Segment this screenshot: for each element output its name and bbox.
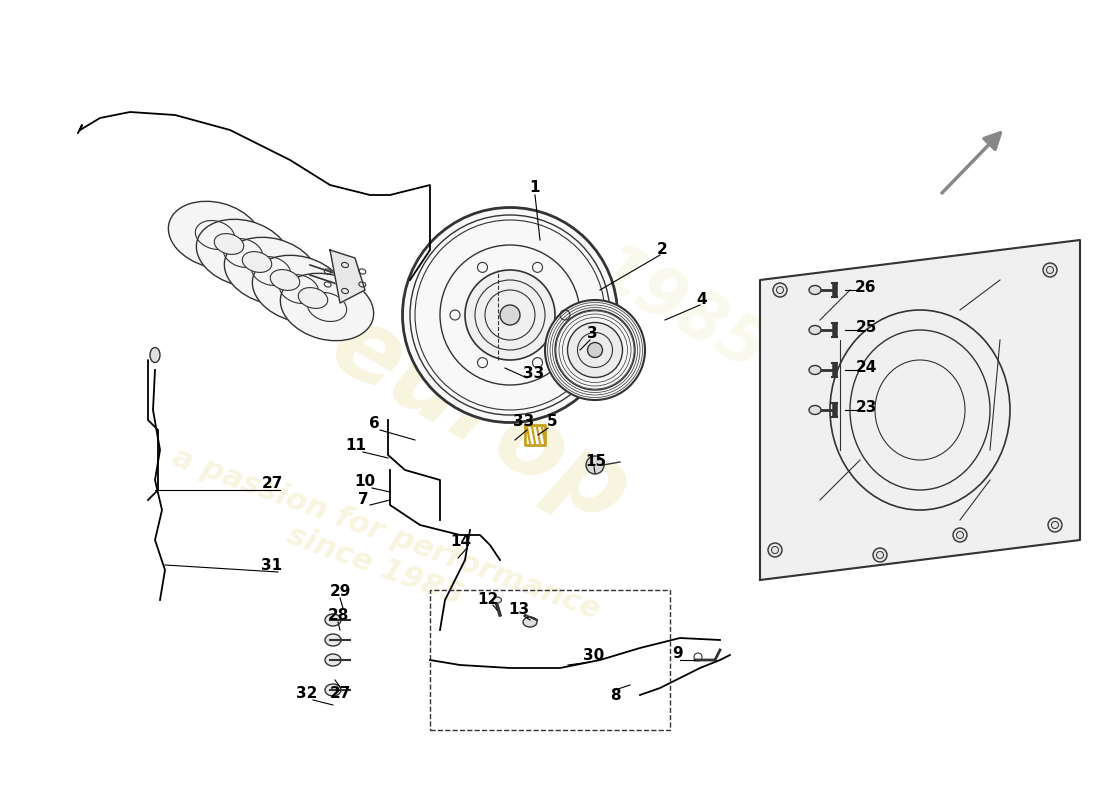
- Ellipse shape: [544, 300, 645, 400]
- Ellipse shape: [280, 274, 374, 341]
- Ellipse shape: [214, 234, 244, 254]
- Text: 13: 13: [508, 602, 529, 618]
- Ellipse shape: [953, 528, 967, 542]
- Text: 8: 8: [609, 689, 620, 703]
- Ellipse shape: [252, 255, 345, 322]
- Polygon shape: [760, 240, 1080, 580]
- Text: 5: 5: [547, 414, 558, 430]
- Ellipse shape: [324, 654, 341, 666]
- Text: 2: 2: [657, 242, 668, 257]
- Text: 24: 24: [856, 361, 877, 375]
- Ellipse shape: [1043, 263, 1057, 277]
- Ellipse shape: [224, 238, 318, 305]
- Ellipse shape: [324, 634, 341, 646]
- Text: 15: 15: [585, 454, 606, 469]
- Text: 3: 3: [586, 326, 597, 342]
- Text: 1985: 1985: [583, 235, 777, 385]
- Text: 12: 12: [477, 591, 498, 606]
- Ellipse shape: [1048, 518, 1062, 532]
- Text: 1: 1: [530, 181, 540, 195]
- Ellipse shape: [522, 617, 537, 627]
- Ellipse shape: [197, 219, 289, 286]
- Text: 32: 32: [296, 686, 318, 702]
- Ellipse shape: [587, 342, 603, 358]
- Ellipse shape: [586, 456, 604, 474]
- Ellipse shape: [808, 326, 821, 334]
- Text: 25: 25: [856, 321, 877, 335]
- Ellipse shape: [873, 548, 887, 562]
- Text: 27: 27: [262, 477, 283, 491]
- Ellipse shape: [271, 270, 299, 290]
- Ellipse shape: [808, 366, 821, 374]
- Text: 28: 28: [328, 609, 349, 623]
- Text: 14: 14: [450, 534, 472, 550]
- Text: 30: 30: [583, 649, 605, 663]
- Polygon shape: [330, 250, 365, 303]
- Text: a passion for performance
since 1985: a passion for performance since 1985: [156, 443, 604, 657]
- Ellipse shape: [500, 305, 520, 325]
- Ellipse shape: [298, 287, 328, 309]
- Text: 6: 6: [368, 417, 379, 431]
- Text: 27: 27: [329, 686, 351, 702]
- Ellipse shape: [324, 684, 341, 696]
- Ellipse shape: [768, 543, 782, 557]
- Ellipse shape: [324, 614, 341, 626]
- Ellipse shape: [150, 347, 160, 362]
- Text: 23: 23: [856, 401, 877, 415]
- Text: 4: 4: [696, 291, 707, 306]
- Text: europ: europ: [314, 296, 647, 544]
- Text: 29: 29: [329, 585, 351, 599]
- Ellipse shape: [568, 322, 623, 378]
- Text: 10: 10: [354, 474, 375, 490]
- Text: 11: 11: [345, 438, 366, 454]
- Ellipse shape: [493, 597, 502, 603]
- Ellipse shape: [242, 251, 272, 273]
- Text: 7: 7: [358, 491, 368, 506]
- Ellipse shape: [808, 406, 821, 414]
- Ellipse shape: [403, 207, 617, 422]
- Text: 31: 31: [262, 558, 283, 574]
- Text: 26: 26: [856, 281, 877, 295]
- Ellipse shape: [773, 283, 786, 297]
- Ellipse shape: [808, 286, 821, 294]
- Text: 33: 33: [524, 366, 544, 381]
- Ellipse shape: [465, 270, 556, 360]
- Text: 9: 9: [673, 646, 683, 662]
- Ellipse shape: [168, 202, 262, 269]
- Text: 33: 33: [514, 414, 535, 430]
